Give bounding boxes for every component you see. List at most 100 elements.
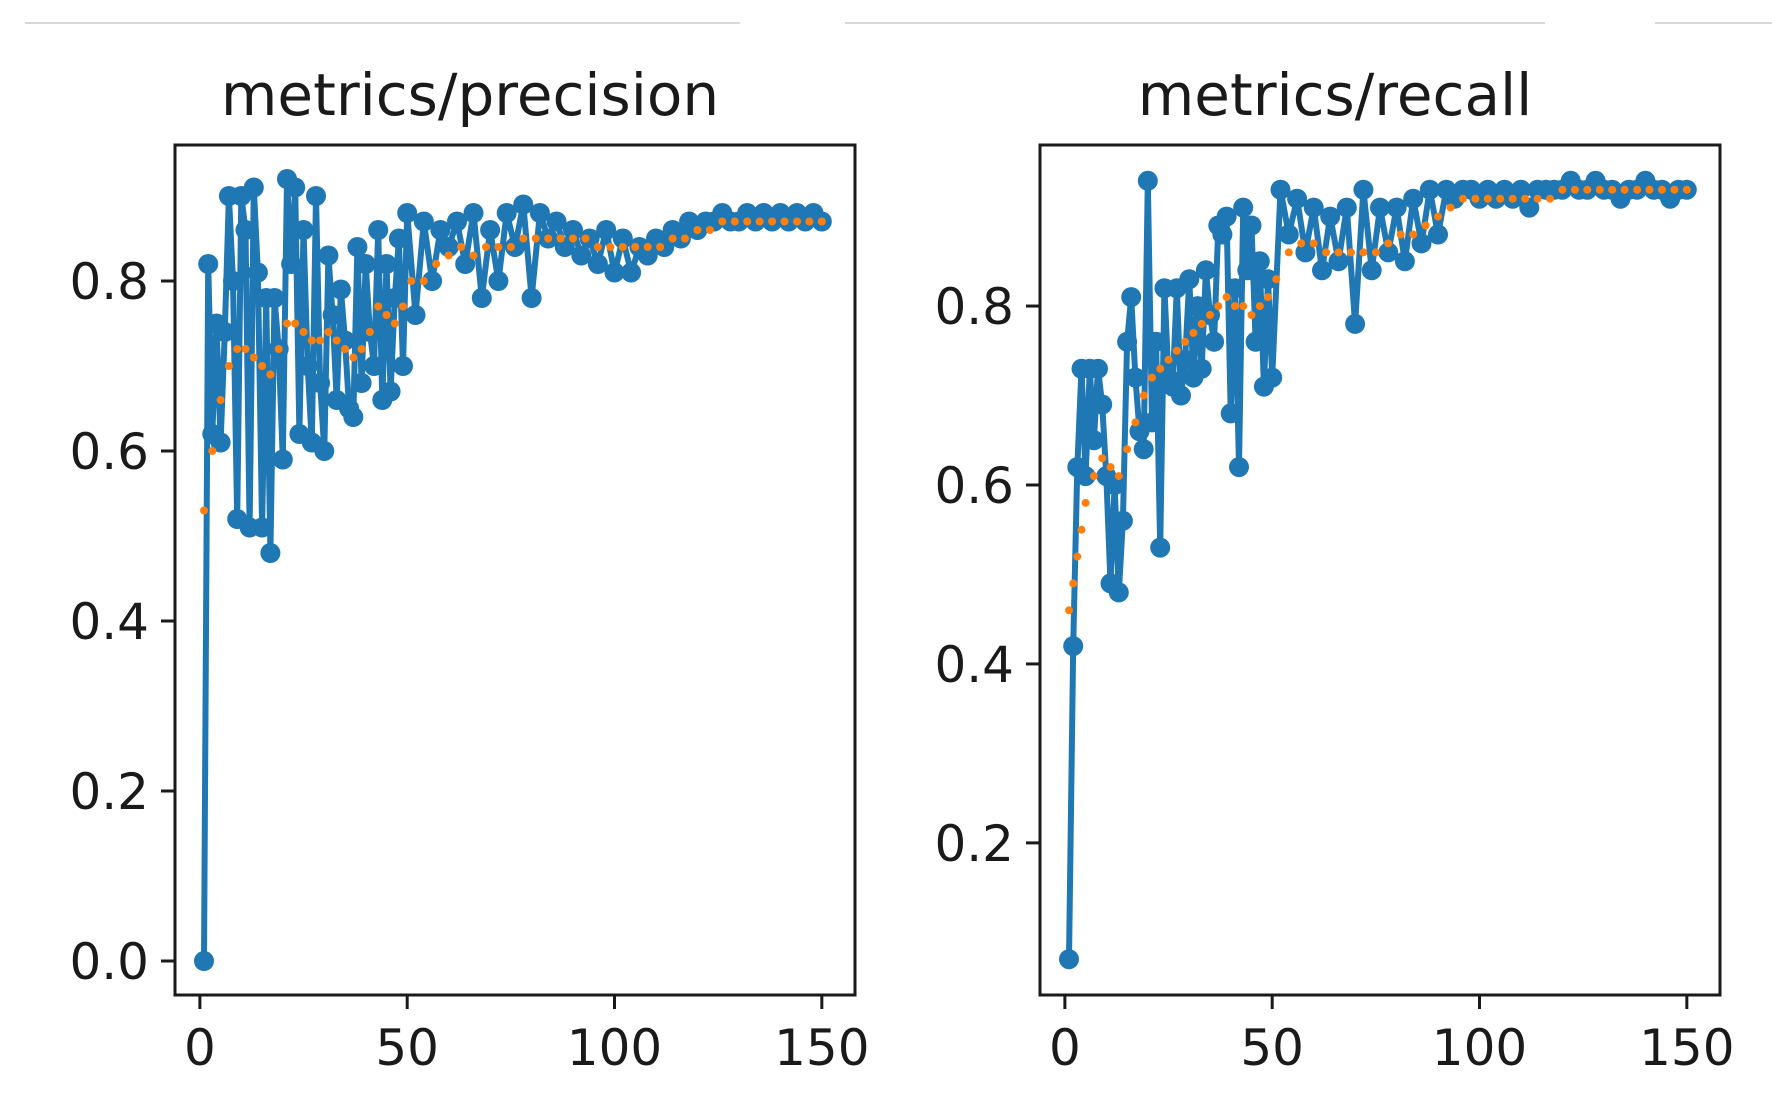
- data-point: [422, 271, 443, 291]
- smoothed-point: [324, 328, 333, 336]
- smoothed-point: [291, 319, 300, 328]
- data-point: [1150, 537, 1171, 558]
- smoothed-point: [544, 234, 553, 243]
- smoothed-point: [1069, 579, 1078, 588]
- data-point: [505, 237, 525, 257]
- data-point: [1258, 269, 1278, 290]
- data-point: [310, 373, 331, 393]
- smoothed-point: [469, 251, 478, 260]
- data-point: [513, 194, 534, 215]
- smoothed-point: [1081, 498, 1090, 507]
- smoothed-point: [1322, 248, 1331, 257]
- x-tick-label: 50: [375, 1019, 439, 1077]
- smoothed-point: [299, 328, 308, 336]
- smoothed-point: [1682, 185, 1691, 194]
- data-point: [1287, 188, 1308, 209]
- y-tick-label: 0.4: [69, 593, 149, 651]
- y-tick-label: 0.0: [69, 933, 149, 991]
- smoothed-point: [316, 336, 325, 345]
- data-point: [447, 211, 467, 232]
- data-point: [343, 407, 364, 427]
- data-point: [351, 373, 372, 393]
- data-point: [380, 381, 401, 402]
- smoothed-point: [283, 319, 291, 328]
- y-axis: 0.2 0.4 0.6 0.8: [934, 278, 1040, 873]
- x-axis: 0 50 100 150: [1049, 995, 1735, 1077]
- smoothed-point: [1658, 185, 1666, 194]
- smoothed-point: [341, 345, 349, 353]
- data-point: [260, 543, 281, 563]
- data-point: [1133, 439, 1154, 460]
- data-point: [368, 220, 389, 240]
- smoothed-point: [357, 345, 366, 353]
- data-point: [488, 271, 509, 291]
- data-point: [1216, 206, 1237, 227]
- smoothed-point: [569, 234, 577, 243]
- data-point: [1394, 251, 1415, 272]
- smoothed-point: [1255, 302, 1264, 311]
- smoothed-point: [249, 353, 258, 362]
- data-point: [1411, 233, 1432, 254]
- smoothed-point: [374, 302, 383, 311]
- data-point: [285, 177, 306, 198]
- data-point: [1224, 278, 1245, 299]
- data-point: [1175, 349, 1196, 370]
- y-tick-label: 0.6: [69, 423, 149, 481]
- y-tick-label: 0.2: [69, 763, 149, 821]
- data-marks: [194, 169, 832, 971]
- data-point: [252, 517, 273, 538]
- smoothed-point: [444, 251, 453, 260]
- data-point: [496, 203, 517, 223]
- data-point: [579, 228, 600, 249]
- smoothed-point: [730, 217, 739, 226]
- precision-panel: metrics/precision 0 50 100 150 0.0 0.2 0.4 0.6…: [69, 61, 869, 1077]
- smoothed-point: [1496, 194, 1505, 203]
- data-point: [388, 228, 409, 249]
- smoothed-point: [1073, 552, 1082, 561]
- data-point: [637, 245, 658, 266]
- smoothed-point: [531, 234, 540, 243]
- smoothed-point: [506, 243, 515, 251]
- data-point: [1063, 636, 1084, 657]
- data-point: [1137, 170, 1158, 191]
- x-tick-label: 100: [567, 1019, 662, 1077]
- smoothed-point: [457, 243, 466, 251]
- data-point: [1249, 251, 1270, 272]
- data-point: [1295, 242, 1316, 263]
- x-tick-label: 100: [1432, 1019, 1527, 1077]
- data-point: [1146, 331, 1167, 352]
- data-point: [1179, 269, 1200, 290]
- smoothed-point: [519, 234, 528, 243]
- data-point: [243, 177, 264, 198]
- x-axis: 0 50 100 150: [184, 995, 870, 1077]
- smoothed-point: [258, 362, 267, 370]
- smoothed-point: [718, 217, 727, 226]
- data-point: [223, 271, 243, 291]
- data-point: [1312, 260, 1332, 281]
- data-point: [355, 254, 376, 274]
- data-point: [670, 228, 691, 249]
- data-point: [1108, 582, 1129, 603]
- data-point: [1212, 224, 1233, 245]
- smoothed-point: [1595, 185, 1604, 194]
- data-point: [1270, 179, 1291, 200]
- smoothed-point: [432, 260, 441, 268]
- x-tick-label: 50: [1240, 1019, 1304, 1077]
- data-point: [405, 305, 426, 325]
- smoothed-point: [1533, 194, 1542, 203]
- smoothed-point: [233, 345, 242, 353]
- data-point: [210, 432, 231, 453]
- data-point: [1403, 188, 1424, 209]
- data-point: [1233, 197, 1254, 218]
- data-point: [297, 356, 318, 376]
- smoothed-point: [768, 217, 777, 226]
- smoothed-point: [755, 217, 764, 226]
- smoothed-point: [1148, 373, 1156, 382]
- data-point: [596, 220, 617, 240]
- smoothed-point: [1089, 472, 1098, 481]
- data-point: [194, 951, 214, 971]
- data-point: [1370, 197, 1390, 218]
- data-point: [621, 262, 642, 283]
- data-point: [1328, 251, 1349, 272]
- smoothed-point: [1483, 194, 1492, 203]
